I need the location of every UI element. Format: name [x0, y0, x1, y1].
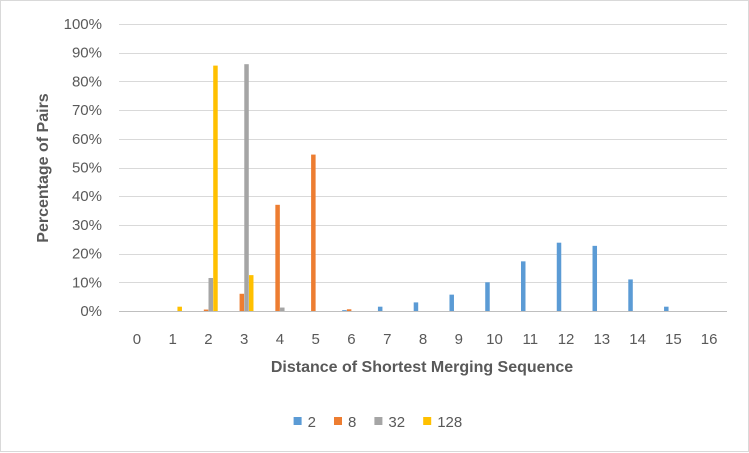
x-tick-labels: 0 1 2 3 4 5 6 7 8 9 10 11 12 13 14 15 16: [133, 331, 718, 348]
x-tick-label: 2: [204, 331, 212, 348]
bar-series-8-cat-2: [203, 309, 209, 311]
x-tick-label: 14: [629, 331, 646, 348]
y-tick-label: 80%: [72, 73, 102, 90]
y-tick-label: 90%: [72, 45, 102, 62]
y-tick-labels: 0% 10% 20% 30% 40% 50% 60% 70% 80% 90% 100%: [64, 16, 102, 320]
bar-series-8-cat-6: [346, 309, 352, 311]
y-tick-label: 20%: [72, 246, 102, 263]
y-axis-title: Percentage of Pairs: [35, 93, 52, 243]
x-axis-title: Distance of Shortest Merging Sequence: [271, 359, 573, 376]
y-tick-label: 100%: [64, 16, 102, 33]
legend: 2 8 32 128: [293, 414, 462, 431]
bar-series-2-cat-13: [592, 245, 598, 311]
legend-swatch-2: [293, 417, 302, 425]
bar-series-2-cat-15: [664, 306, 669, 311]
legend-swatch-128: [423, 417, 432, 425]
bar-series-2-cat-10: [485, 282, 490, 311]
bar-series-2-cat-8: [413, 302, 419, 311]
bar-series-2-cat-11: [520, 261, 526, 311]
y-tick-label: 60%: [72, 131, 102, 148]
x-tick-label: 9: [455, 331, 463, 348]
legend-label-32: 32: [388, 414, 405, 431]
y-tick-label: 70%: [72, 102, 102, 119]
legend-label-128: 128: [437, 414, 462, 431]
y-tick-label: 30%: [72, 217, 102, 234]
x-tick-label: 15: [665, 331, 682, 348]
legend-label-8: 8: [348, 414, 356, 431]
x-tick-label: 3: [240, 331, 248, 348]
x-tick-label: 6: [347, 331, 355, 348]
bar-series-2-cat-9: [449, 294, 454, 311]
bar-series-128-cat-2: [213, 65, 218, 312]
legend-swatch-8: [334, 417, 342, 425]
x-tick-label: 8: [419, 331, 427, 348]
x-tick-label: 4: [276, 331, 284, 348]
y-tick-label: 10%: [72, 274, 102, 291]
x-tick-label: 10: [486, 331, 503, 348]
legend-swatch-32: [374, 417, 383, 425]
x-tick-label: 5: [312, 331, 320, 348]
bar-series-128-cat-1: [177, 306, 182, 311]
bar-series-2-cat-7: [377, 306, 383, 311]
x-tick-label: 7: [383, 331, 391, 348]
bar-series-32-cat-2: [208, 277, 214, 311]
bar-series-2-cat-12: [556, 242, 562, 311]
x-tick-label: 16: [701, 331, 718, 348]
bar-series-2-cat-14: [628, 279, 633, 311]
legend-label-2: 2: [308, 414, 316, 431]
bar-series-32-cat-4: [280, 307, 285, 311]
bar-series-8-cat-4: [275, 204, 280, 311]
gridlines: [119, 24, 727, 312]
y-tick-label: 40%: [72, 188, 102, 205]
bar-series-8-cat-3: [239, 293, 245, 311]
bar-series-128-cat-3: [248, 275, 254, 311]
x-tick-label: 1: [168, 331, 176, 348]
x-tick-label: 12: [558, 331, 575, 348]
bar-series-2-cat-6: [342, 310, 347, 311]
bars: [177, 64, 669, 312]
bar-series-32-cat-3: [244, 64, 249, 312]
y-tick-label: 50%: [72, 160, 102, 177]
y-tick-label: 0%: [80, 303, 102, 320]
bar-series-8-cat-5: [311, 154, 316, 311]
x-tick-label: 0: [133, 331, 141, 348]
x-tick-label: 11: [523, 331, 539, 348]
x-tick-label: 13: [593, 331, 610, 348]
